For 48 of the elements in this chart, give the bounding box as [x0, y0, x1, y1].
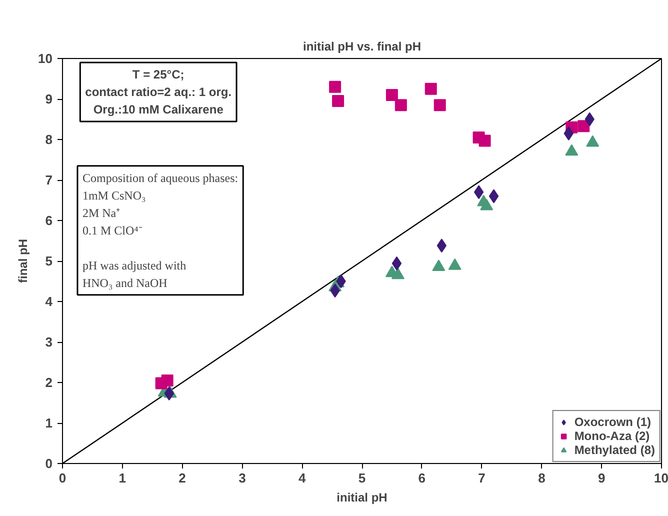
y-tick-label: 7 — [45, 172, 53, 188]
point — [394, 99, 407, 112]
x-tick-label: 10 — [654, 470, 668, 486]
x-tick-label: 2 — [178, 470, 186, 486]
legend-label: Mono-Aza (2) — [574, 429, 650, 443]
y-tick-label: 2 — [45, 375, 53, 390]
point — [332, 95, 344, 108]
point — [161, 374, 174, 386]
point — [478, 134, 491, 147]
point — [474, 185, 484, 200]
y-tick-label: 9 — [45, 92, 53, 106]
y-tick-label: 1 — [45, 416, 53, 430]
y-tick-label: 4 — [45, 294, 54, 309]
point — [424, 82, 437, 95]
x-tick-label: 1 — [118, 470, 126, 486]
y-axis-title: final pH — [16, 239, 30, 283]
text: Composition of aqueous phases: 1mM CsNO₃ 2M Na⁺ 0.1 M ClO⁴⁻ pH was adjusted with HNO₃ and NaOH — [82, 170, 238, 290]
x-axis-title: initial pH — [336, 490, 388, 504]
y-tick-label: 5 — [45, 254, 53, 268]
point — [386, 88, 398, 101]
x-tick-label: 6 — [418, 470, 426, 486]
point — [488, 189, 499, 204]
point — [578, 120, 590, 132]
point — [586, 135, 600, 147]
x-tick-label: 9 — [598, 470, 606, 486]
x-tick-label: 3 — [238, 470, 246, 486]
point — [391, 268, 404, 280]
x-tick-label: 5 — [358, 470, 366, 486]
chart-title: initial pH vs. final pH — [302, 40, 422, 54]
annotation: T = 25°C; contact ratio=2 aq.: 1 org. Org.:10 mM Calixarene — [85, 68, 232, 117]
point — [434, 99, 446, 112]
point — [392, 256, 402, 270]
x-tick-label: 7 — [478, 470, 486, 486]
y-tick-label: 6 — [45, 213, 53, 228]
y-tick-label: 8 — [45, 132, 53, 147]
point — [329, 80, 342, 93]
x-tick-label: 0 — [58, 470, 66, 486]
y-tick-label: 10 — [38, 51, 53, 66]
point — [432, 260, 446, 272]
x-tick-label: 4 — [298, 470, 306, 486]
y-tick-label: 0 — [45, 456, 53, 471]
point — [448, 258, 462, 270]
y-tick-label: 3 — [45, 334, 53, 350]
point — [565, 144, 578, 156]
x-tick-label: 8 — [538, 470, 546, 486]
legend-label: Oxocrown (1) — [574, 415, 651, 429]
legend-label: Methylated (8) — [574, 443, 655, 457]
point — [480, 198, 494, 210]
